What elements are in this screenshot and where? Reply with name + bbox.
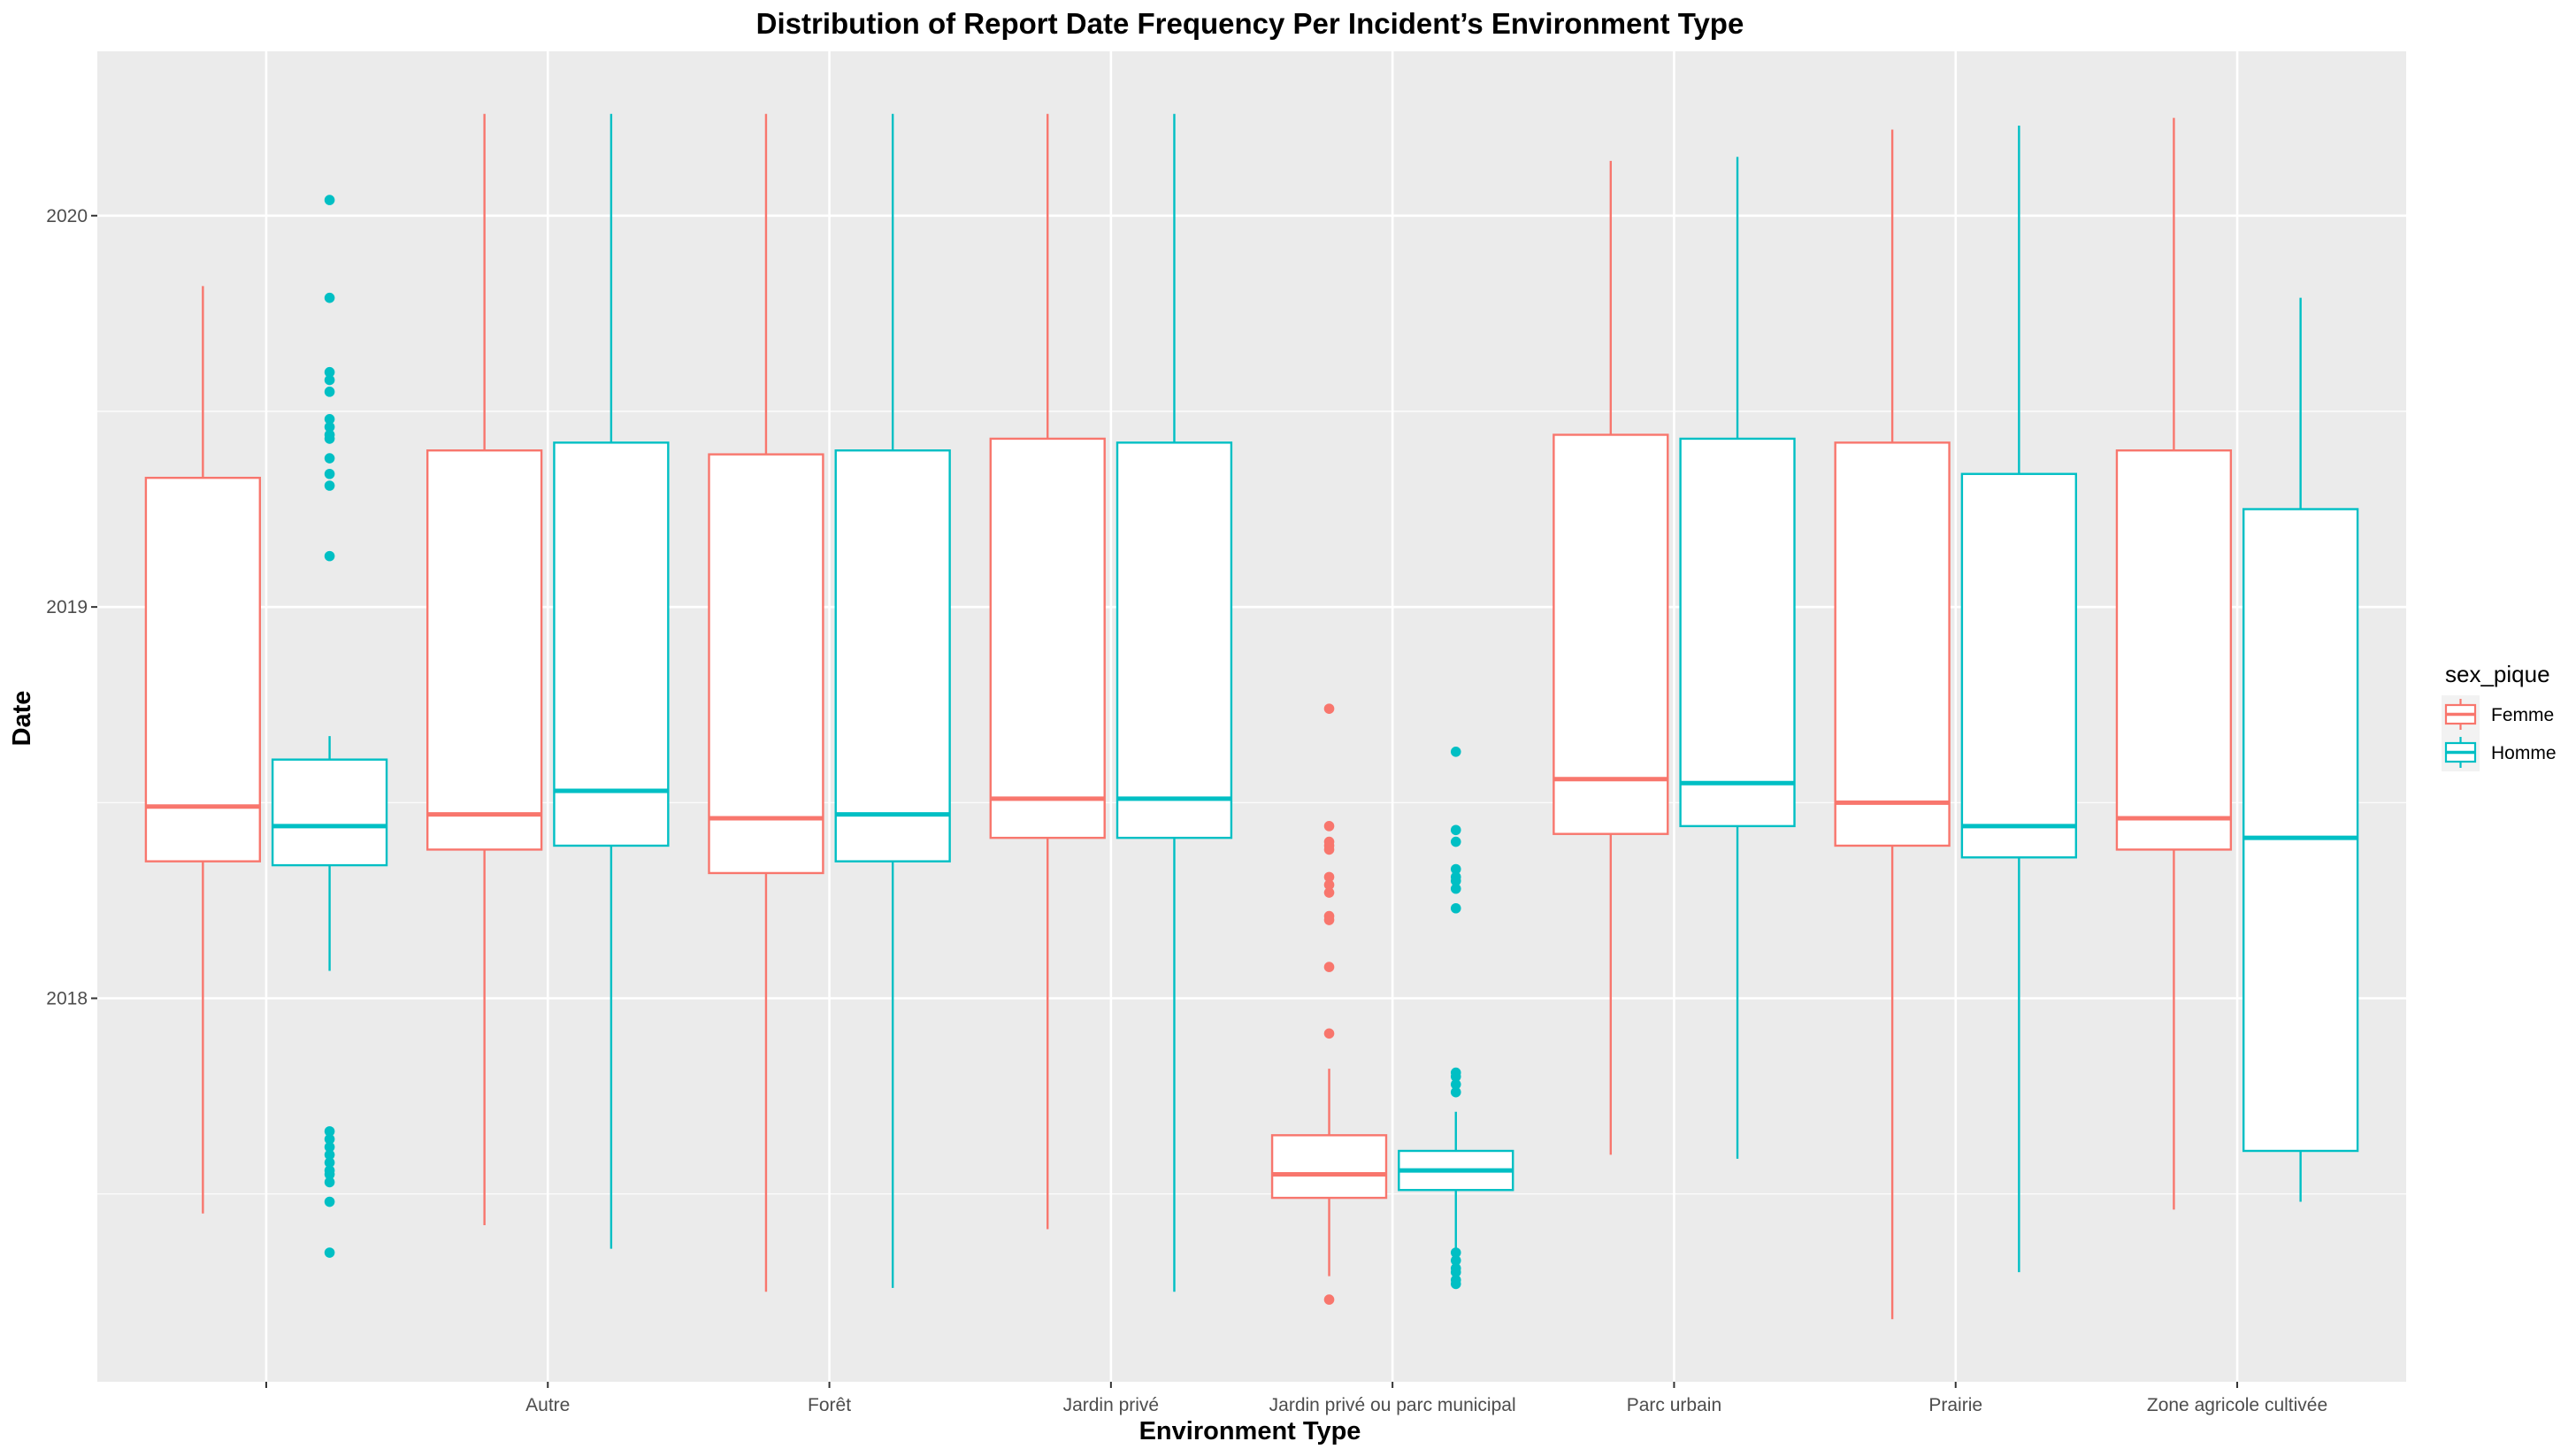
outlier-point [1450, 902, 1461, 914]
box [553, 441, 670, 847]
box [144, 476, 262, 862]
outlier-point [1450, 1255, 1461, 1266]
legend: sex_pique Femme Homme [2442, 661, 2557, 771]
x-tick-label: Zone agricole cultivée [2147, 1395, 2327, 1415]
outlier-point [324, 414, 335, 425]
outlier-point [1323, 910, 1335, 922]
box [1552, 433, 1669, 835]
box [1679, 437, 1796, 828]
outlier-point [1323, 821, 1335, 832]
boxplot-homme [2242, 297, 2359, 1202]
outlier-point [1450, 1262, 1461, 1274]
outlier-point [1450, 1067, 1461, 1078]
y-tick-label: 2019 [46, 597, 88, 617]
x-axis: Autre Forêt Jardin privé Jardin privé ou pa… [264, 1382, 2327, 1415]
box [1116, 441, 1233, 840]
outlier-point [324, 1149, 335, 1161]
box [1960, 472, 2078, 859]
legend-label: Homme [2491, 743, 2557, 763]
outlier-point [1323, 1294, 1335, 1305]
boxplot-femme [708, 113, 824, 1292]
boxplot-homme [553, 113, 670, 1249]
outlier-point [324, 387, 335, 397]
x-tick-label: Jardin privé [1063, 1395, 1160, 1415]
box [708, 453, 824, 875]
outlier-point [324, 366, 335, 378]
box [271, 758, 388, 867]
outlier-point [324, 480, 335, 491]
chart-title: Distribution of Report Date Frequency Pe… [756, 7, 1744, 40]
x-tick-label: Forêt [808, 1395, 851, 1415]
outlier-point [324, 1247, 335, 1258]
legend-label: Femme [2491, 705, 2554, 725]
legend-key-femme [2442, 695, 2480, 733]
y-tick-label: 2020 [46, 206, 88, 226]
boxplot-homme [1960, 126, 2078, 1273]
box [1270, 1134, 1388, 1200]
outlier-point [1323, 836, 1335, 847]
box [2115, 449, 2233, 851]
boxplot-homme [1679, 157, 1796, 1159]
outlier-point [1323, 1028, 1335, 1039]
box [2242, 508, 2359, 1153]
box [1834, 441, 1951, 847]
boxplot-femme [989, 113, 1106, 1230]
x-tick-label: Autre [525, 1395, 570, 1415]
outlier-point [324, 421, 335, 433]
y-tick-label: 2018 [46, 988, 88, 1008]
outlier-point [324, 1141, 335, 1153]
box [834, 449, 951, 862]
x-tick-label: Parc urbain [1627, 1395, 1721, 1415]
outlier-point [1323, 962, 1335, 972]
outlier-point [324, 292, 335, 303]
boxplot-femme [426, 113, 543, 1226]
outlier-point [324, 1165, 335, 1176]
outlier-point [1450, 1079, 1461, 1090]
boxplot-femme [1834, 129, 1951, 1320]
outlier-point [1450, 824, 1461, 836]
boxplot-femme [2115, 118, 2233, 1210]
outlier-point [1450, 747, 1461, 757]
outlier-point [324, 468, 335, 479]
outlier-point [324, 1133, 335, 1145]
x-tick-label: Prairie [1928, 1395, 1982, 1415]
x-axis-title: Environment Type [1139, 1417, 1361, 1445]
outlier-point [1450, 836, 1461, 847]
outlier-point [1450, 1247, 1461, 1258]
y-axis: 2018 2019 2020 [46, 206, 97, 1008]
boxplot-femme [144, 286, 262, 1214]
outlier-point [1450, 1086, 1461, 1098]
outlier-point [324, 195, 335, 205]
outlier-point [324, 429, 335, 441]
outlier-point [1323, 703, 1335, 714]
outlier-point [1450, 871, 1461, 883]
outlier-point [1450, 883, 1461, 894]
y-axis-title: Date [8, 691, 36, 747]
outlier-point [324, 1177, 335, 1188]
outlier-point [1323, 887, 1335, 898]
outlier-point [1323, 879, 1335, 891]
outlier-point [324, 1157, 335, 1169]
boxplot-homme [271, 195, 388, 1258]
outlier-point [324, 1196, 335, 1208]
box [426, 449, 543, 851]
outlier-point [324, 550, 335, 562]
outlier-point [324, 374, 335, 386]
boxplot-homme [834, 113, 951, 1288]
outlier-point [1450, 863, 1461, 875]
x-tick-label: Jardin privé ou parc municipal [1269, 1395, 1516, 1415]
boxplot-femme [1270, 703, 1388, 1305]
boxplot-homme [1116, 113, 1233, 1292]
legend-key-homme [2442, 733, 2480, 771]
legend-title: sex_pique [2445, 661, 2550, 687]
outlier-point [1323, 871, 1335, 883]
box [989, 437, 1106, 840]
outlier-point [324, 1126, 335, 1137]
boxplot-homme [1398, 747, 1514, 1290]
boxplots [144, 113, 2359, 1320]
outlier-point [324, 453, 335, 464]
boxplot-femme [1552, 160, 1669, 1155]
outlier-point [1450, 1275, 1461, 1285]
